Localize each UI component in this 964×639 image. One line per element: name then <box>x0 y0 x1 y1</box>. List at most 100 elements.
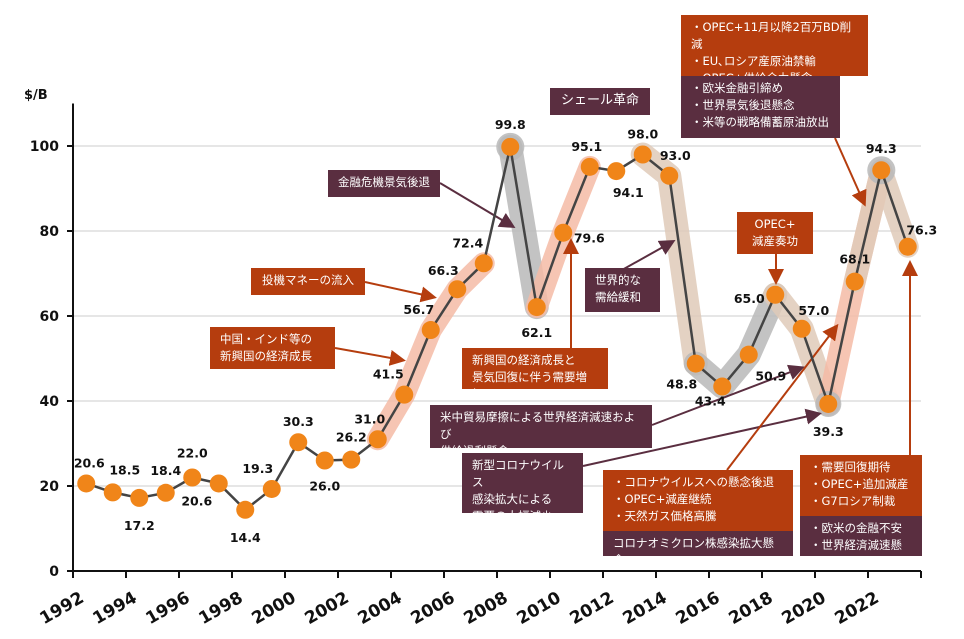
data-label: 66.3 <box>428 263 459 278</box>
data-point <box>739 345 758 364</box>
data-label: 95.1 <box>571 139 602 154</box>
data-label: 93.0 <box>660 148 691 163</box>
arrow-trade-war <box>651 364 805 426</box>
x-tick-label: 2020 <box>779 588 830 629</box>
data-label: 41.5 <box>373 367 404 382</box>
data-point <box>872 161 891 180</box>
data-label: 76.3 <box>906 223 937 238</box>
x-tick-label: 2008 <box>461 588 512 629</box>
data-point <box>368 430 387 449</box>
x-tick-label: 2014 <box>620 588 671 629</box>
data-point <box>156 483 175 502</box>
data-point <box>580 157 599 176</box>
data-point <box>103 483 122 502</box>
arrow-top <box>834 137 867 207</box>
arrow-covid-easing <box>726 323 839 471</box>
x-tick-label: 2000 <box>249 588 300 629</box>
annotation-recovery: 新興国の経済成長と 景気回復に伴う需要増加 <box>462 348 608 401</box>
data-label: 18.5 <box>109 462 140 477</box>
highlight-band <box>630 142 708 376</box>
data-label: 94.3 <box>866 141 897 156</box>
data-label: 68.1 <box>839 252 870 267</box>
annotation-top-purple: ・欧米金融引締め ・世界景気後退懸念 ・米等の戦略備蓄原油放出 <box>681 76 840 138</box>
data-point <box>713 377 732 396</box>
y-tick-label: 0 <box>49 564 59 580</box>
x-tick-label: 2012 <box>567 588 618 629</box>
data-label: 26.0 <box>309 479 340 494</box>
data-label: 20.6 <box>74 455 105 470</box>
y-tick-label: 20 <box>40 479 60 495</box>
data-point <box>262 479 281 498</box>
data-point <box>77 474 96 493</box>
data-label: 39.3 <box>813 424 844 439</box>
data-label: 43.4 <box>695 394 726 409</box>
data-point <box>660 166 679 185</box>
annotation-covid-easing: ・コロナウイルスへの懸念後退 ・OPEC+減産継続 ・天然ガス価格高騰 <box>603 470 793 531</box>
data-point <box>845 272 864 291</box>
data-label: 57.0 <box>798 303 829 318</box>
x-tick-label: 2002 <box>302 588 353 629</box>
arrow-speculative <box>364 281 437 303</box>
data-label: 72.4 <box>452 235 483 250</box>
x-tick-label: 1998 <box>196 588 247 629</box>
y-axis-unit: $/B <box>24 88 48 103</box>
data-point <box>395 385 414 404</box>
data-label: 18.4 <box>150 463 181 478</box>
data-label: 50.9 <box>755 369 786 384</box>
x-tick-label: 2004 <box>355 588 406 629</box>
data-label: 20.6 <box>181 493 212 508</box>
x-tick-label: 1996 <box>143 588 194 629</box>
data-label: 48.8 <box>666 377 697 392</box>
annotation-shale: シェール革命 <box>550 88 650 115</box>
y-tick-label: 60 <box>40 309 60 325</box>
annotation-trade-war: 米中貿易摩擦による世界経済減速および 供給過剰懸念 <box>430 405 652 458</box>
data-label: 31.0 <box>354 411 385 426</box>
data-label: 79.6 <box>574 231 605 246</box>
y-tick-label: 40 <box>40 394 60 410</box>
annotation-crisis: 金融危機景気後退 <box>328 170 440 197</box>
data-label: 56.7 <box>403 302 434 317</box>
data-label: 22.0 <box>177 446 208 461</box>
data-point <box>315 451 334 470</box>
data-label: 94.1 <box>613 185 644 200</box>
annotation-top-orange: ・OPEC+11月以降2百万BD削減 ・EU､ロシア産原油禁輸 ・OPEC+供給… <box>681 15 868 85</box>
data-point <box>474 254 493 273</box>
data-point <box>236 500 255 519</box>
data-label: 17.2 <box>124 518 155 533</box>
arrow-emerging <box>334 347 406 366</box>
data-point <box>130 488 149 507</box>
annotation-bottom-right-purple: ・欧米の金融不安 ・世界経済減速懸念 <box>800 516 922 569</box>
data-label: 65.0 <box>734 291 765 306</box>
data-point <box>686 354 705 373</box>
x-tick-label: 2018 <box>726 588 777 629</box>
data-label: 99.8 <box>495 117 526 132</box>
data-point <box>527 298 546 317</box>
annotation-omicron: コロナオミクロン株感染拡大懸念 <box>603 531 793 567</box>
data-point <box>342 450 361 469</box>
data-point <box>766 285 785 304</box>
data-point <box>209 474 228 493</box>
data-point <box>448 280 467 299</box>
data-label: 26.2 <box>336 430 367 445</box>
data-point <box>819 394 838 413</box>
data-label: 19.3 <box>242 461 273 476</box>
x-tick-label: 1992 <box>37 588 88 629</box>
data-label: 98.0 <box>627 127 658 142</box>
annotation-bottom-right-orange: ・需要回復期待 ・OPEC+追加減産 ・G7ロシア制裁 <box>800 455 922 516</box>
data-point <box>898 237 917 256</box>
x-tick-label: 2022 <box>832 588 883 629</box>
data-point <box>633 145 652 164</box>
data-label: 30.3 <box>283 414 314 429</box>
data-label: 62.1 <box>521 325 552 340</box>
y-tick-label: 80 <box>40 224 60 240</box>
x-tick-label: 2016 <box>673 588 724 629</box>
data-point <box>183 468 202 487</box>
x-tick-label: 2010 <box>514 588 565 629</box>
annotation-covid: 新型コロナウイルス 感染拡大による 需要の大幅減少 <box>462 453 583 523</box>
annotation-opec-cut: OPEC+ 減産奏功 <box>737 212 813 254</box>
data-point <box>501 137 520 156</box>
annotation-glut: 世界的な 需給緩和 <box>585 268 660 312</box>
x-tick-label: 1994 <box>90 588 141 629</box>
